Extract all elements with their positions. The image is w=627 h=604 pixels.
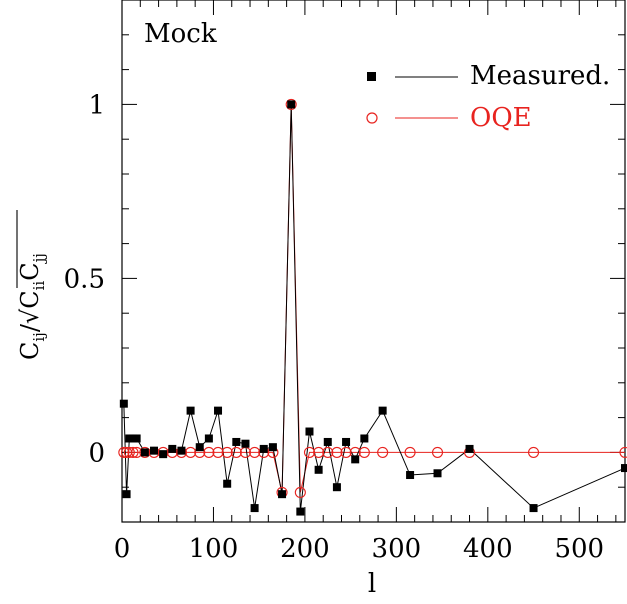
x-axis-label: l — [368, 569, 376, 599]
oqe-point — [230, 446, 242, 458]
measured-point — [621, 464, 627, 473]
oqe-point — [313, 446, 325, 458]
measured-point — [214, 406, 223, 415]
measured-point — [232, 437, 241, 446]
measured-point — [132, 434, 141, 443]
y-axis-label-text: Cij/√CiiCjj — [16, 253, 48, 360]
ylabel-denominator-a-sub: ii — [30, 281, 48, 291]
x-tick-label: 400 — [463, 534, 513, 564]
ylabel-denominator-a: C — [16, 290, 44, 308]
measured-point — [406, 471, 415, 480]
measured-point — [159, 450, 168, 459]
oqe-point — [331, 446, 343, 458]
oqe-point — [340, 446, 352, 458]
measured-point — [433, 469, 442, 478]
legend: Measured. OQE — [366, 61, 610, 133]
x-tick-label: 0 — [114, 534, 131, 564]
measured-point — [360, 434, 369, 443]
measured-point — [287, 100, 296, 109]
measured-point — [259, 444, 268, 453]
measured-point — [465, 444, 474, 453]
oqe-point — [619, 446, 627, 458]
oqe-point — [249, 446, 261, 458]
measured-point — [177, 446, 186, 455]
measured-point — [119, 399, 128, 408]
measured-point — [186, 406, 195, 415]
measured-point — [204, 434, 213, 443]
oqe-point — [358, 446, 370, 458]
measured-point — [122, 490, 131, 499]
oqe-point — [285, 98, 297, 110]
measured-point — [323, 437, 332, 446]
ylabel-numerator: C — [16, 342, 44, 360]
y-tick-label: 0 — [88, 438, 105, 468]
legend-marker-oqe — [366, 112, 378, 124]
panel-label: Mock — [144, 19, 217, 49]
y-tick-label: 0.5 — [64, 264, 105, 294]
y-tick-label: 1 — [88, 90, 105, 120]
x-tick-label: 300 — [372, 534, 422, 564]
measured-point — [305, 427, 314, 436]
ylabel-slash: / — [16, 323, 44, 332]
legend-label-measured: Measured. — [470, 61, 610, 91]
measured-point — [195, 443, 204, 452]
oqe-point — [527, 446, 540, 458]
oqe-point — [185, 446, 197, 458]
oqe-point — [212, 446, 224, 458]
oqe-point — [404, 446, 416, 458]
y-axis-label: Cij/√CiiCjj — [16, 210, 48, 360]
plot-frame — [121, 0, 626, 523]
axis-ticks — [121, 0, 625, 523]
measured-point — [314, 465, 323, 474]
measured-point — [150, 446, 159, 455]
measured-point — [223, 479, 232, 488]
ylabel-denominator-b-sub: jj — [30, 253, 48, 264]
measured-point — [342, 437, 351, 446]
series-layer — [118, 98, 627, 516]
measured-point — [296, 507, 305, 516]
measured-point — [140, 448, 149, 457]
legend-label-oqe: OQE — [470, 103, 532, 133]
ylabel-radical: √ — [16, 308, 44, 324]
oqe-point — [118, 446, 130, 458]
measured-point — [168, 444, 177, 453]
oqe-point — [322, 446, 334, 458]
measured-point — [351, 455, 360, 464]
oqe-point — [221, 446, 233, 458]
measured-point — [250, 504, 259, 513]
measured-point — [241, 439, 250, 448]
oqe-point — [127, 446, 139, 458]
measured-point — [378, 406, 387, 415]
oqe-point — [294, 486, 306, 498]
measured-point — [332, 483, 341, 492]
measured-point — [268, 443, 277, 452]
ylabel-denominator-b: C — [16, 262, 44, 280]
oqe-point — [139, 446, 151, 458]
oqe-point — [123, 446, 135, 458]
measured-point — [529, 504, 538, 513]
x-tick-label: 200 — [280, 534, 330, 564]
ylabel-numerator-sub: ij — [30, 332, 48, 341]
oqe-point — [203, 446, 215, 458]
oqe-point — [377, 446, 389, 458]
legend-marker-measured — [367, 72, 376, 81]
measured-point — [278, 490, 287, 499]
x-tick-label: 100 — [189, 534, 239, 564]
series-line-oqe — [123, 104, 625, 493]
oqe-point — [431, 446, 444, 458]
x-tick-label: 500 — [554, 534, 604, 564]
tick-labels: 0 100 200 300 400 500 0 0.5 1 — [64, 90, 604, 564]
oqe-point — [303, 446, 316, 458]
